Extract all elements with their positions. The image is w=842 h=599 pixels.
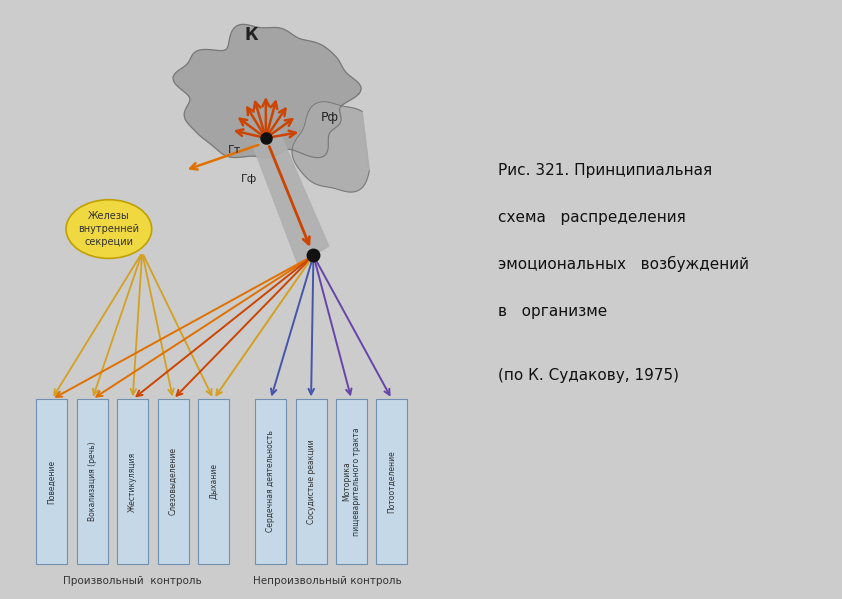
Text: Вокализация (речь): Вокализация (речь) — [88, 441, 97, 521]
Bar — [77, 400, 108, 564]
Text: схема   распределения: схема распределения — [498, 210, 686, 225]
Text: Поведение: Поведение — [47, 459, 56, 504]
Ellipse shape — [66, 199, 152, 258]
Text: Сердечная деятельность: Сердечная деятельность — [266, 431, 275, 533]
Text: Гф: Гф — [241, 174, 258, 184]
Text: Жестикуляция: Жестикуляция — [128, 452, 137, 512]
Bar — [117, 400, 148, 564]
Polygon shape — [253, 130, 328, 265]
Text: Потоотделение: Потоотделение — [387, 450, 397, 513]
Text: Дыхание: Дыхание — [209, 464, 218, 500]
Text: Железы
внутренней
секреции: Железы внутренней секреции — [78, 211, 140, 247]
Text: Гт: Гт — [228, 145, 242, 155]
Text: Слезовыделение: Слезовыделение — [168, 447, 178, 516]
Text: Непроизвольный контроль: Непроизвольный контроль — [253, 576, 402, 586]
Bar — [376, 400, 408, 564]
Text: К: К — [245, 26, 258, 44]
Text: эмоциональных   возбуждений: эмоциональных возбуждений — [498, 256, 749, 273]
Text: Сосудистые реакции: Сосудистые реакции — [306, 439, 316, 524]
Bar — [198, 400, 229, 564]
Text: Рис. 321. Принципиальная: Рис. 321. Принципиальная — [498, 163, 712, 178]
Bar — [336, 400, 367, 564]
Bar — [36, 400, 67, 564]
Text: (по К. Судакову, 1975): (по К. Судакову, 1975) — [498, 368, 679, 383]
Bar — [296, 400, 327, 564]
Bar — [157, 400, 189, 564]
Polygon shape — [173, 25, 361, 158]
Polygon shape — [292, 102, 370, 192]
Text: Моторика
пищеварительного тракта: Моторика пищеварительного тракта — [342, 427, 361, 536]
Text: Рф: Рф — [321, 111, 339, 124]
Bar — [255, 400, 286, 564]
Text: в   организме: в организме — [498, 304, 608, 319]
Text: Произвольный  контроль: Произвольный контроль — [63, 576, 202, 586]
